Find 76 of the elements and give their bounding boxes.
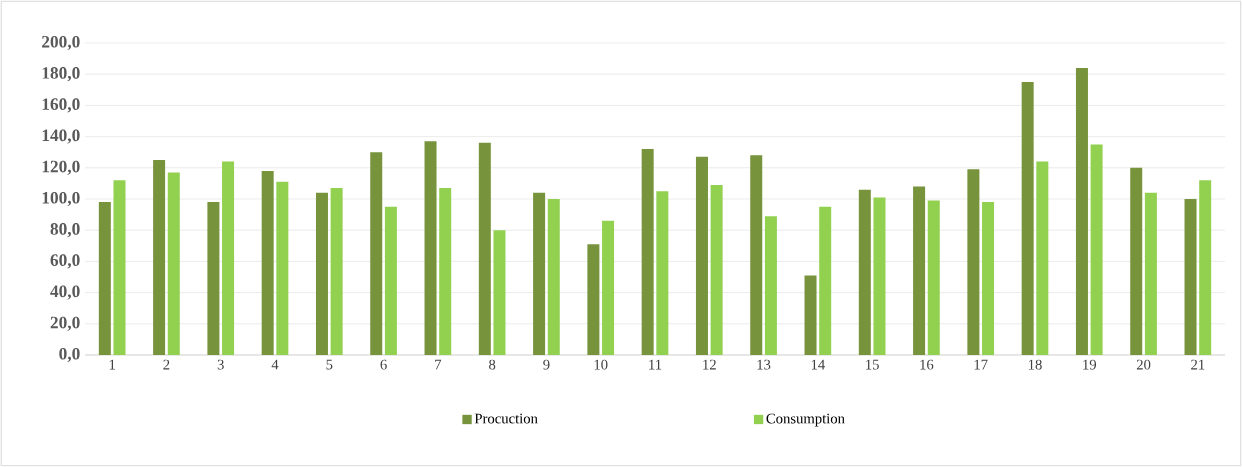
- bar: [710, 184, 723, 355]
- y-tick-label: 140,0: [42, 129, 80, 144]
- y-tick-label: 180,0: [42, 67, 80, 82]
- bar: [913, 186, 926, 355]
- bar: [478, 142, 491, 355]
- bar: [384, 206, 397, 355]
- bar: [330, 188, 343, 355]
- bar: [982, 202, 995, 355]
- x-tick-label: 11: [649, 359, 662, 370]
- bar: [222, 161, 235, 355]
- y-tick-label: 20,0: [50, 316, 80, 331]
- y-tick-label: 200,0: [42, 35, 80, 51]
- y-tick-label: 120,0: [42, 160, 80, 175]
- x-tick-label: 6: [380, 359, 387, 370]
- bar: [261, 170, 274, 355]
- bar: [207, 202, 220, 355]
- x-tick-label: 5: [326, 359, 333, 370]
- bar: [98, 202, 111, 355]
- bar: [439, 188, 452, 355]
- x-tick-label: 10: [594, 359, 608, 370]
- bar: [656, 191, 669, 355]
- bar: [1075, 67, 1088, 355]
- bar: [873, 197, 886, 355]
- legend-label: Consumption: [766, 413, 845, 427]
- bar: [1199, 180, 1212, 355]
- bar: [1144, 192, 1157, 355]
- y-tick-label: 80,0: [50, 223, 80, 238]
- bar: [804, 275, 817, 355]
- x-tick-label: 17: [974, 359, 988, 370]
- x-tick-label: 18: [1028, 359, 1042, 370]
- y-tick-label: 0,0: [59, 347, 80, 363]
- legend-label: Procuction: [474, 413, 538, 424]
- bar: [1021, 81, 1034, 355]
- y-tick-label: 160,0: [42, 98, 80, 113]
- bar: [424, 141, 437, 355]
- bar: [967, 169, 980, 355]
- y-tick-label: 100,0: [42, 191, 80, 207]
- bar: [695, 156, 708, 355]
- bar: [113, 180, 126, 355]
- x-tick-label: 8: [489, 359, 496, 370]
- bar: [547, 198, 560, 355]
- bar: [533, 192, 546, 355]
- bar: [764, 216, 777, 355]
- bar: [641, 149, 654, 355]
- bar: [370, 152, 383, 355]
- y-tick-label: 60,0: [50, 254, 80, 269]
- bar: [819, 206, 832, 355]
- x-tick-label: 16: [920, 359, 934, 370]
- x-tick-label: 21: [1191, 359, 1205, 370]
- x-tick-label: 7: [435, 359, 442, 370]
- bar: [927, 200, 940, 355]
- x-tick-label: 14: [811, 359, 825, 370]
- x-tick-label: 19: [1083, 359, 1097, 370]
- x-tick-label: 3: [217, 359, 224, 370]
- x-tick-label: 12: [703, 359, 716, 370]
- y-tick-label: 40,0: [50, 285, 80, 300]
- x-tick-label: 4: [271, 359, 279, 370]
- bar: [602, 220, 615, 355]
- bar: [167, 172, 180, 355]
- x-tick-label: 20: [1136, 359, 1151, 370]
- bar: [315, 192, 328, 355]
- x-tick-label: 1: [109, 359, 115, 370]
- x-tick-label: 15: [866, 359, 879, 370]
- bar: [1090, 144, 1103, 355]
- bar: [153, 159, 166, 355]
- bar: [1130, 167, 1143, 355]
- bar: [858, 189, 871, 355]
- bar: [750, 155, 763, 355]
- bar: [1036, 161, 1049, 355]
- bar: [1184, 198, 1197, 355]
- x-tick-label: 9: [543, 359, 550, 370]
- x-tick-label: 2: [163, 359, 170, 370]
- bar: [493, 230, 506, 355]
- bar: [587, 244, 600, 355]
- bar: [276, 181, 289, 355]
- x-tick-label: 13: [757, 359, 771, 370]
